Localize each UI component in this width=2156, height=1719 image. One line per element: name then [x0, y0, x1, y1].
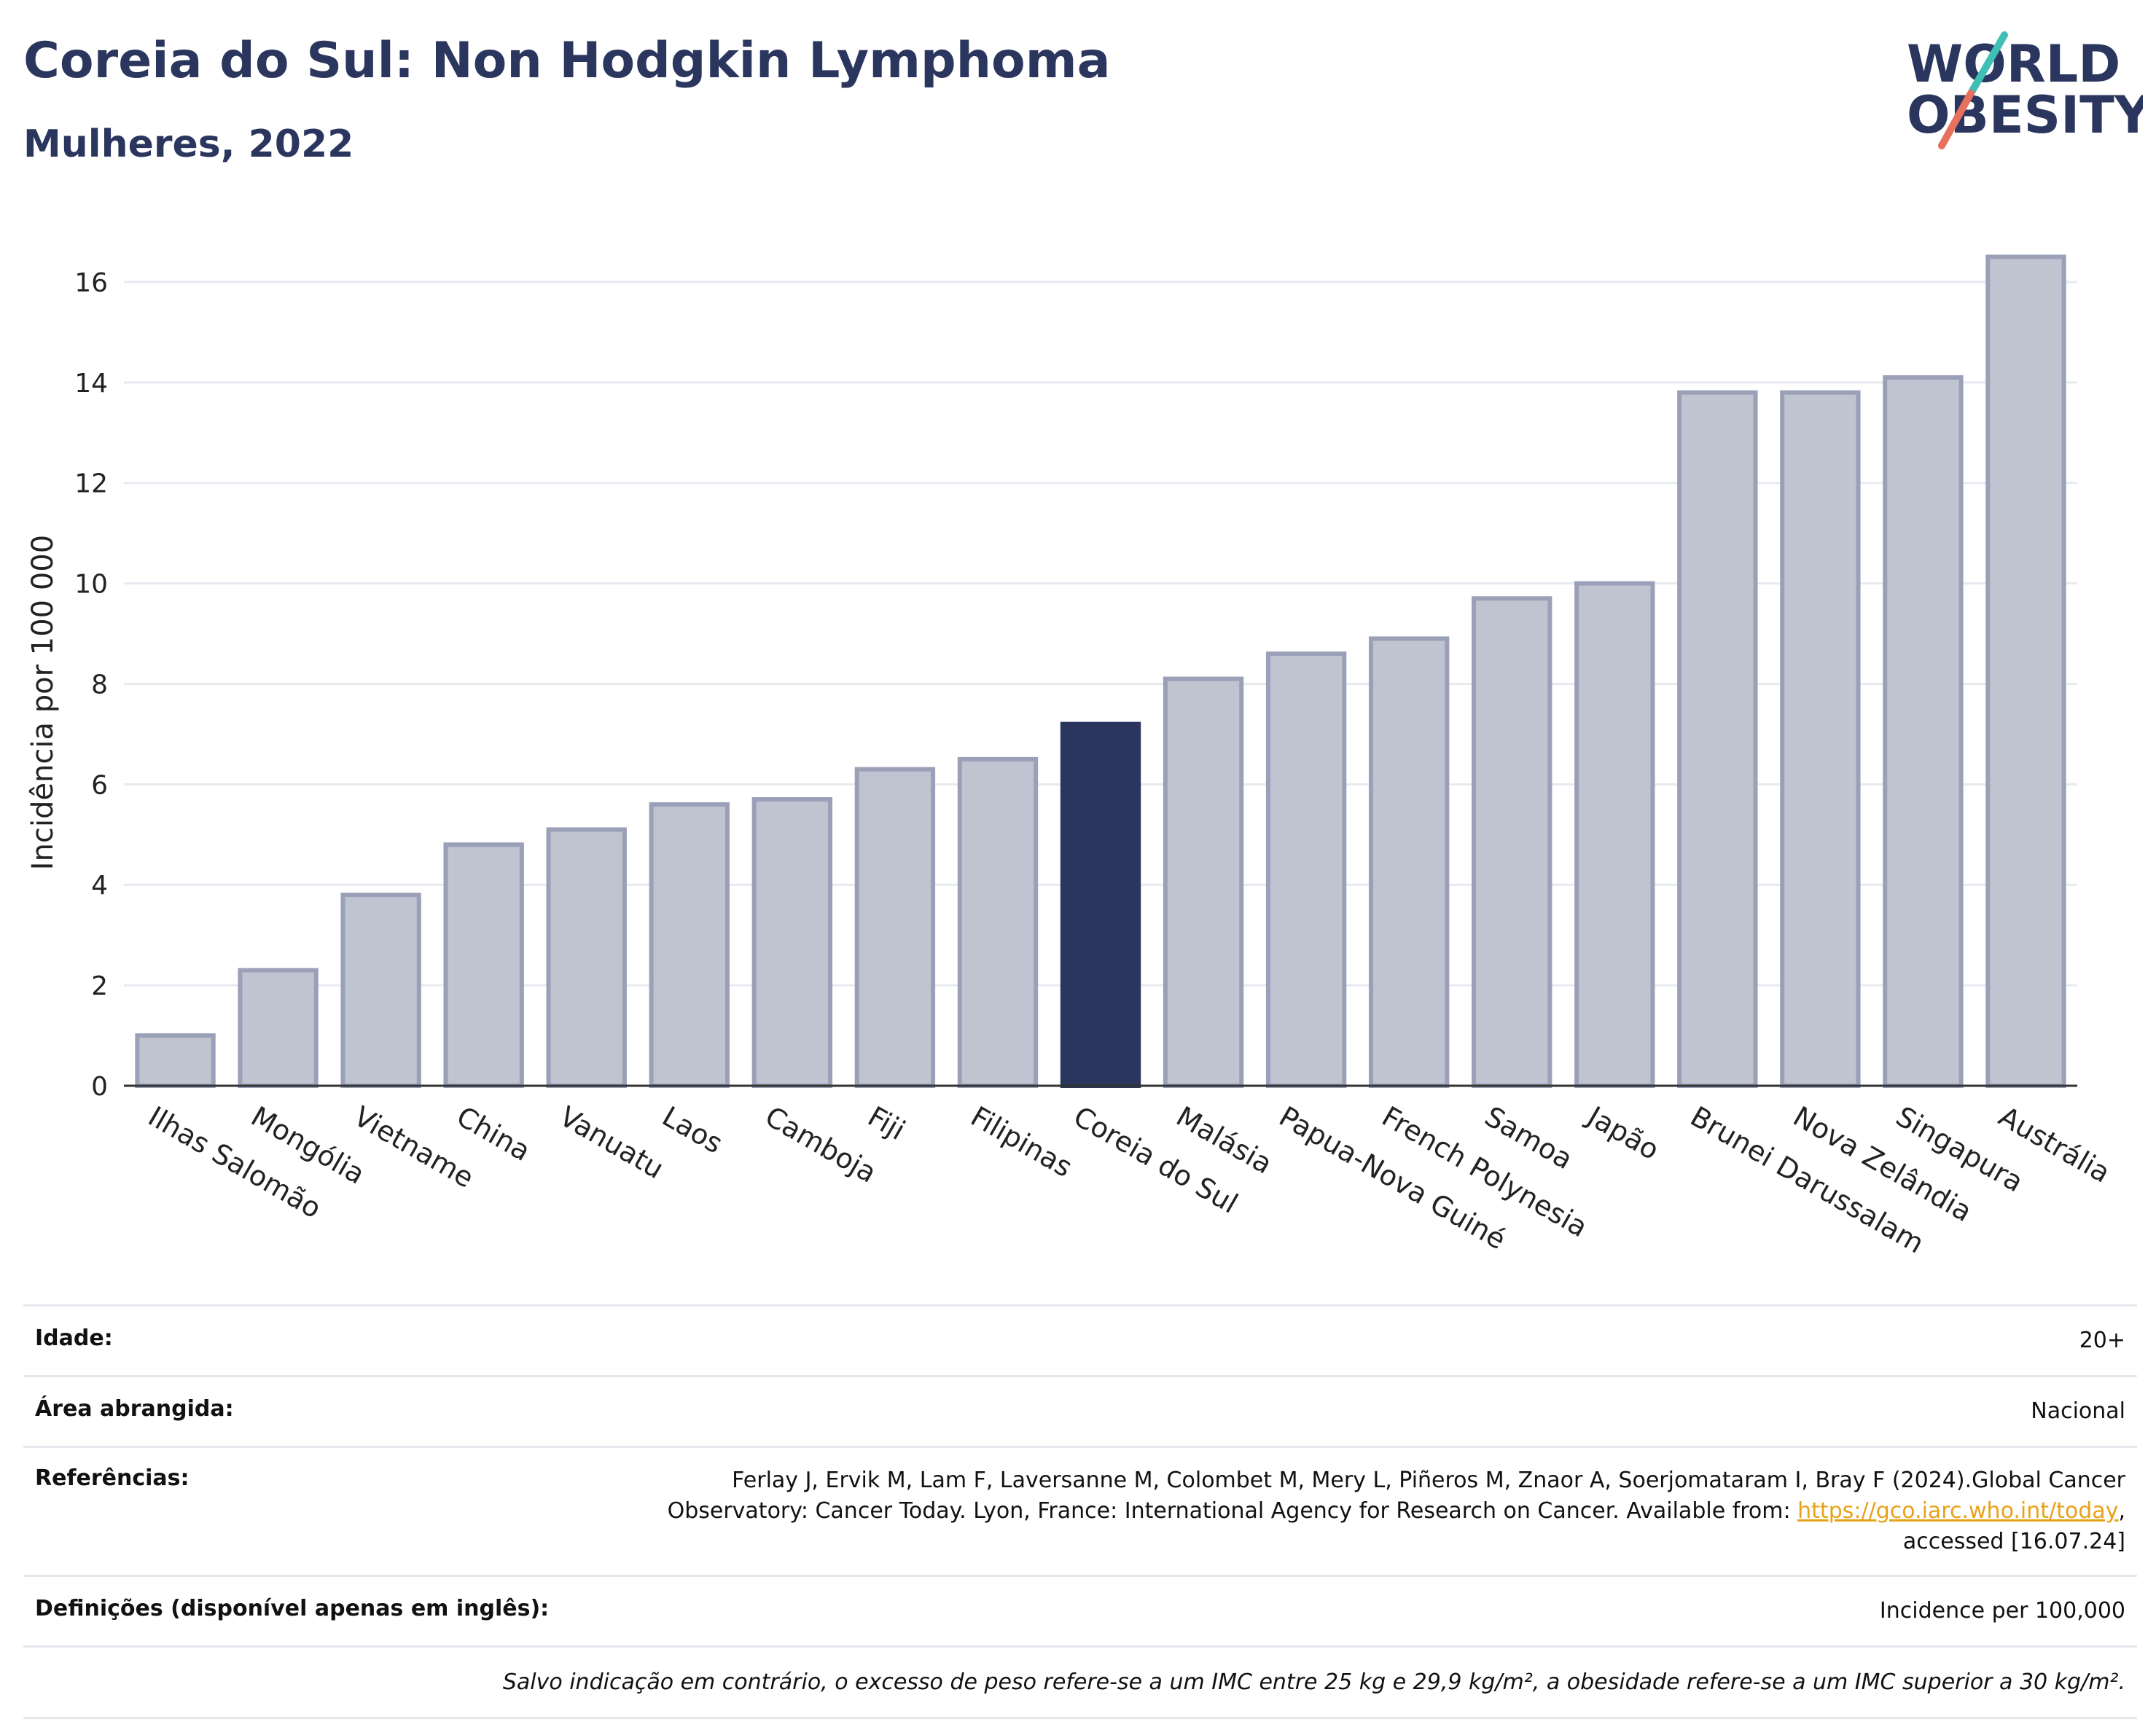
- bar[interactable]: [854, 767, 936, 1088]
- bars: [135, 254, 2066, 1089]
- bar[interactable]: [1677, 390, 1758, 1088]
- bar-chart: 0 2 4 6 8 10 12 14 16 Ilhas SalomãoMongóliaVietn…: [26, 254, 2116, 1260]
- info-row-area: Área abrangida: Nacional: [23, 1375, 2137, 1446]
- area-label: Área abrangida:: [35, 1396, 234, 1422]
- x-tick-label: Fiji: [862, 1100, 910, 1146]
- y-axis-ticks: 0 2 4 6 8 10 12 14 16: [74, 268, 108, 1102]
- info-row-age: Idade: 20+: [23, 1304, 2137, 1375]
- references-line-1: Ferlay J, Ervik M, Lam F, Laversanne M, …: [732, 1468, 2125, 1493]
- footnote: Salvo indicação em contrário, o excesso …: [23, 1645, 2137, 1719]
- bar[interactable]: [1883, 375, 1964, 1088]
- x-tick-label: Japão: [1581, 1100, 1665, 1167]
- bar[interactable]: [1780, 390, 1861, 1088]
- bar[interactable]: [340, 893, 421, 1089]
- age-value: 20+: [2079, 1328, 2125, 1353]
- info-table: Idade: 20+ Área abrangida: Nacional Refe…: [23, 1304, 2137, 1719]
- bar[interactable]: [1985, 254, 2066, 1088]
- x-tick-label: Vanuatu: [554, 1100, 669, 1185]
- y-tick-label: 10: [74, 570, 108, 600]
- world-obesity-logo: WORLD OBESITY: [1907, 31, 2143, 149]
- logo-text-world: WORLD: [1907, 34, 2120, 94]
- bar[interactable]: [1472, 596, 1552, 1088]
- bar[interactable]: [1574, 581, 1655, 1088]
- x-tick-label: Camboja: [759, 1100, 882, 1189]
- y-tick-label: 14: [74, 369, 108, 399]
- logo-slash-coral: [1938, 90, 1975, 149]
- y-tick-label: 0: [91, 1072, 108, 1102]
- bar[interactable]: [649, 802, 730, 1089]
- x-tick-label: Laos: [657, 1100, 728, 1160]
- references-link[interactable]: https://gco.iarc.who.int/today: [1797, 1498, 2119, 1524]
- info-row-references: Referências: Ferlay J, Ervik M, Lam F, L…: [23, 1446, 2137, 1575]
- x-tick-label: Ilhas Salomão: [143, 1100, 327, 1225]
- x-tick-label: Filipinas: [965, 1100, 1077, 1183]
- y-tick-label: 6: [91, 770, 108, 800]
- bar[interactable]: [1368, 636, 1450, 1088]
- references-line-3: accessed [16.07.24]: [1902, 1529, 2125, 1554]
- y-axis-label: Incidência por 100 000: [26, 535, 60, 870]
- age-label: Idade:: [35, 1326, 113, 1351]
- chart-title: Coreia do Sul: Non Hodgkin Lymphoma: [23, 32, 1111, 90]
- y-tick-label: 4: [91, 871, 108, 901]
- y-tick-label: 16: [74, 268, 108, 298]
- y-tick-label: 8: [91, 670, 108, 700]
- bar[interactable]: [135, 1033, 216, 1089]
- bar[interactable]: [1060, 721, 1141, 1088]
- bar[interactable]: [1163, 676, 1244, 1088]
- logo-slash-teal: [1967, 31, 2008, 97]
- definitions-value: Incidence per 100,000: [1879, 1598, 2125, 1624]
- area-value: Nacional: [2031, 1398, 2125, 1424]
- y-tick-label: 12: [74, 469, 108, 499]
- references-value: Ferlay J, Ervik M, Lam F, Laversanne M, …: [668, 1465, 2125, 1557]
- bar[interactable]: [238, 968, 319, 1089]
- references-line-2-end: ,: [2118, 1498, 2125, 1524]
- bar[interactable]: [443, 842, 524, 1089]
- bar[interactable]: [1265, 651, 1347, 1088]
- references-line-2: Observatory: Cancer Today. Lyon, France:…: [667, 1498, 1798, 1524]
- info-row-definitions: Definições (disponível apenas em inglês)…: [23, 1575, 2137, 1645]
- bar[interactable]: [957, 756, 1039, 1088]
- bar[interactable]: [546, 827, 627, 1089]
- definitions-label: Definições (disponível apenas em inglês)…: [35, 1596, 550, 1621]
- y-tick-label: 2: [91, 971, 108, 1001]
- bar[interactable]: [751, 797, 833, 1088]
- references-label: Referências:: [35, 1465, 190, 1491]
- chart-subtitle: Mulheres, 2022: [23, 122, 354, 166]
